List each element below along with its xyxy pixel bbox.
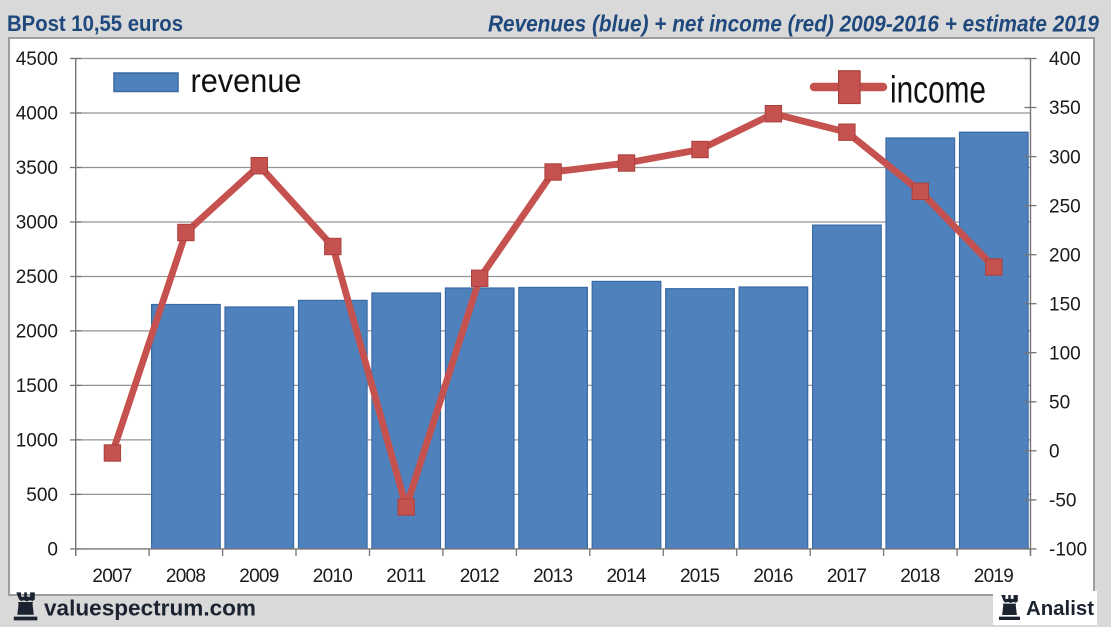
svg-text:2018: 2018 bbox=[900, 566, 940, 587]
svg-text:0: 0 bbox=[1049, 442, 1060, 463]
svg-text:100: 100 bbox=[1049, 343, 1081, 364]
svg-text:3500: 3500 bbox=[16, 158, 58, 179]
svg-text:revenue: revenue bbox=[191, 62, 302, 99]
svg-text:1000: 1000 bbox=[16, 431, 58, 452]
svg-text:valuespectrum.com: valuespectrum.com bbox=[44, 596, 256, 621]
svg-text:2007: 2007 bbox=[92, 566, 132, 587]
svg-text:Revenues (blue) + net income (: Revenues (blue) + net income (red) 2009-… bbox=[488, 11, 1099, 37]
svg-text:4500: 4500 bbox=[16, 49, 58, 70]
svg-text:350: 350 bbox=[1049, 98, 1081, 119]
svg-text:2012: 2012 bbox=[460, 566, 500, 587]
svg-text:-50: -50 bbox=[1049, 491, 1076, 512]
svg-text:2000: 2000 bbox=[16, 322, 58, 343]
svg-text:1500: 1500 bbox=[16, 376, 58, 397]
svg-text:income: income bbox=[890, 69, 986, 111]
svg-text:Analist: Analist bbox=[1026, 598, 1094, 620]
svg-text:3000: 3000 bbox=[16, 213, 58, 234]
svg-text:50: 50 bbox=[1049, 393, 1070, 414]
svg-text:500: 500 bbox=[26, 485, 58, 506]
svg-text:2009: 2009 bbox=[239, 566, 279, 587]
svg-text:0: 0 bbox=[47, 540, 58, 561]
svg-text:2019: 2019 bbox=[974, 566, 1014, 587]
svg-text:2500: 2500 bbox=[16, 267, 58, 288]
svg-text:400: 400 bbox=[1049, 49, 1081, 70]
svg-text:-100: -100 bbox=[1049, 540, 1087, 561]
svg-text:4000: 4000 bbox=[16, 104, 58, 125]
svg-text:2010: 2010 bbox=[313, 566, 353, 587]
svg-text:2017: 2017 bbox=[827, 566, 867, 587]
svg-text:BPost 10,55 euros: BPost 10,55 euros bbox=[7, 11, 183, 36]
svg-text:150: 150 bbox=[1049, 294, 1081, 315]
svg-text:200: 200 bbox=[1049, 245, 1081, 266]
svg-text:2013: 2013 bbox=[533, 566, 573, 587]
svg-text:2008: 2008 bbox=[166, 566, 206, 587]
svg-text:250: 250 bbox=[1049, 196, 1081, 217]
svg-text:2011: 2011 bbox=[386, 566, 426, 587]
svg-text:2014: 2014 bbox=[607, 566, 647, 587]
svg-text:2016: 2016 bbox=[753, 566, 793, 587]
svg-text:2015: 2015 bbox=[680, 566, 720, 587]
svg-text:300: 300 bbox=[1049, 147, 1081, 168]
